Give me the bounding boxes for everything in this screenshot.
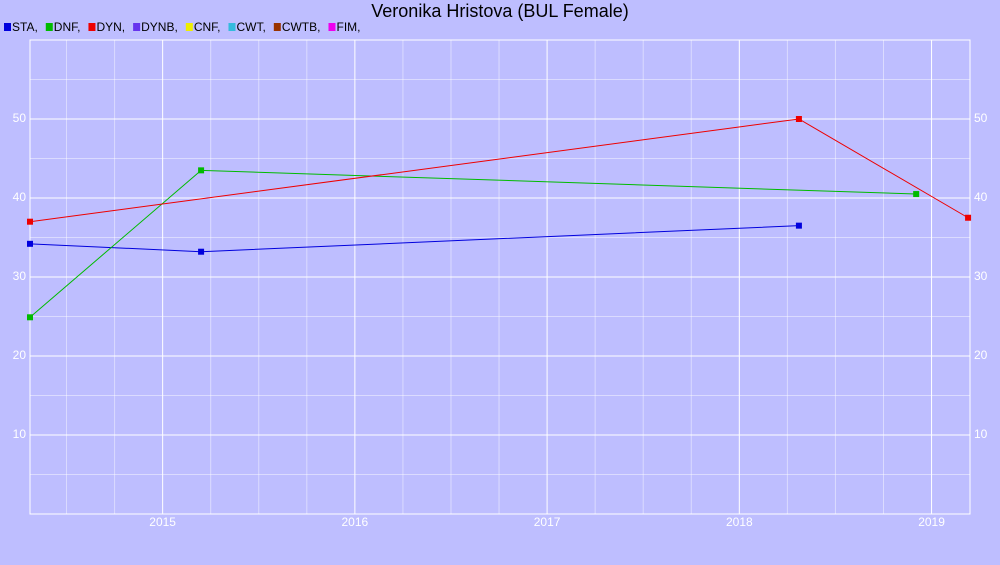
data-point	[198, 248, 205, 255]
data-point	[795, 116, 802, 122]
series-line	[29, 225, 799, 253]
data-point	[27, 314, 33, 321]
data-point	[795, 222, 802, 229]
legend-swatch	[228, 23, 236, 31]
y-tick-label: 20	[13, 348, 27, 362]
legend-label: DYN,	[96, 20, 125, 34]
y-tick-label: 40	[13, 190, 27, 204]
y-tick-label: 50	[13, 111, 27, 125]
data-point	[913, 191, 920, 198]
y-tick-label: 10	[13, 427, 27, 441]
legend-label: STA,	[12, 20, 38, 34]
data-point	[198, 167, 205, 174]
y2-tick-label: 10	[974, 427, 988, 441]
legend-label: DNF,	[54, 20, 81, 34]
data-point	[27, 240, 33, 247]
legend-swatch	[328, 23, 336, 31]
legend-swatch	[4, 23, 11, 31]
legend-label: CWT,	[236, 20, 265, 34]
x-tick-label: 2017	[534, 515, 561, 529]
legend-label: CNF,	[194, 20, 221, 34]
legend-label: DYNB,	[141, 20, 178, 34]
legend-swatch	[133, 23, 141, 31]
legend-swatch	[88, 23, 96, 31]
y-tick-label: 30	[13, 269, 27, 283]
legend-swatch	[273, 23, 281, 31]
legend-label: FIM,	[336, 20, 360, 34]
y2-tick-label: 40	[974, 190, 988, 204]
legend-label: CWTB,	[282, 20, 321, 34]
data-point	[965, 214, 972, 221]
x-tick-label: 2019	[918, 515, 945, 529]
y2-tick-label: 50	[974, 111, 988, 125]
chart-title: Veronika Hristova (BUL Female)	[371, 1, 628, 21]
legend-swatch	[185, 23, 193, 31]
x-tick-label: 2016	[342, 515, 369, 529]
y2-tick-label: 20	[974, 348, 988, 362]
data-point	[27, 218, 33, 225]
x-tick-label: 2018	[726, 515, 753, 529]
x-tick-label: 2015	[149, 515, 176, 529]
legend-swatch	[45, 23, 53, 31]
y2-tick-label: 30	[974, 269, 988, 283]
